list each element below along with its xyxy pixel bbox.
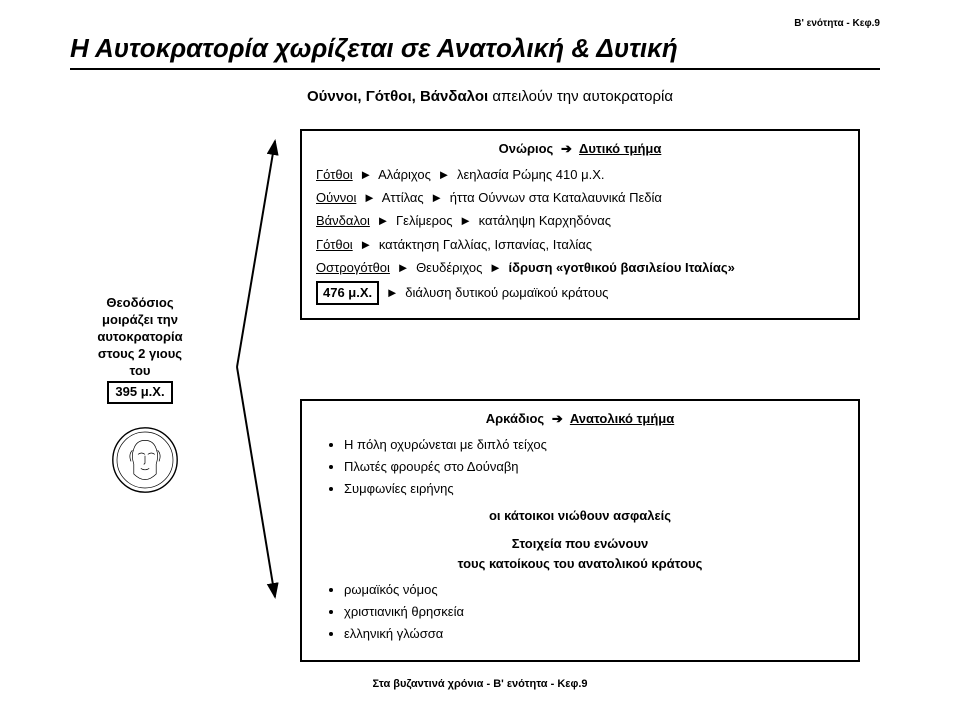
list-item: χριστιανική θρησκεία [344,602,844,622]
east-bullets-1: Η πόλη οχυρώνεται με διπλό τείχος Πλωτές… [344,435,844,499]
row-mid: Αλάριχος [378,167,431,182]
row-mid: Θευδέριχος [416,260,482,275]
arrow-icon: ➔ [561,141,572,156]
left-line: μοιράζει την [65,312,215,329]
west-row: Οστρογότθοι ► Θευδέριχος ► ίδρυση «γοτθι… [316,258,844,278]
triangle-icon: ► [430,190,443,205]
west-section: Δυτικό τμήμα [579,141,661,156]
arrow-icon: ➔ [552,411,563,426]
content-area: Θεοδόσιος μοιράζει την αυτοκρατορία στου… [70,129,910,637]
triangle-icon: ► [489,260,502,275]
west-row: 476 μ.Χ. ► διάλυση δυτικού ρωμαϊκού κράτ… [316,281,844,305]
date-476: 476 μ.Χ. [316,281,379,305]
east-section: Ανατολικό τμήμα [570,411,674,426]
row-term: Βάνδαλοι [316,213,370,228]
triangle-icon: ► [459,213,472,228]
subtitle-bold: Ούννοι, Γότθοι, Βάνδαλοι [307,88,488,105]
split-arrows [225,129,285,607]
list-item: Πλωτές φρουρές στο Δούναβη [344,457,844,477]
west-row: Γότθοι ► Αλάριχος ► λεηλασία Ρώμης 410 μ… [316,165,844,185]
east-bullets-2: ρωμαϊκός νόμος χριστιανική θρησκεία ελλη… [344,580,844,644]
page-footer: Στα βυζαντινά χρόνια - Β' ενότητα - Κεφ.… [0,678,960,690]
row-term: Ούννοι [316,190,356,205]
west-heading: Ονώριος ➔ Δυτικό τμήμα [316,139,844,159]
page-title: Η Αυτοκρατορία χωρίζεται σε Ανατολική & … [70,33,880,70]
west-row: Γότθοι ► κατάκτηση Γαλλίας, Ισπανίας, Ιτ… [316,235,844,255]
list-item: ελληνική γλώσσα [344,624,844,644]
east-box: Αρκάδιος ➔ Ανατολικό τμήμα Η πόλη οχυρών… [300,399,860,662]
east-sub2b: τους κατοίκους του ανατολικού κράτους [316,554,844,574]
row-end: ήττα Ούννων στα Καταλαυνικά Πεδία [450,190,662,205]
row-mid: Γελίμερος [396,213,453,228]
west-row: Ούννοι ► Αττίλας ► ήττα Ούννων στα Καταλ… [316,188,844,208]
list-item: Η πόλη οχυρώνεται με διπλό τείχος [344,435,844,455]
row-term: Γότθοι [316,237,353,252]
east-sub2a: Στοιχεία που ενώνουν [316,534,844,554]
row-end: ίδρυση «γοτθικού βασιλείου Ιταλίας» [509,260,735,275]
east-heading: Αρκάδιος ➔ Ανατολικό τμήμα [316,409,844,429]
row-term: Οστρογότθοι [316,260,390,275]
subtitle: Ούννοι, Γότθοι, Βάνδαλοι απειλούν την αυ… [70,88,910,105]
west-name: Ονώριος [499,141,554,156]
row-end: κατάκτηση Γαλλίας, Ισπανίας, Ιταλίας [379,237,592,252]
left-line: Θεοδόσιος [65,295,215,312]
row-term: Γότθοι [316,167,353,182]
subtitle-rest: απειλούν την αυτοκρατορία [488,88,673,105]
triangle-icon: ► [363,190,376,205]
triangle-icon: ► [359,167,372,182]
east-name: Αρκάδιος [486,411,544,426]
list-item: ρωμαϊκός νόμος [344,580,844,600]
west-box: Ονώριος ➔ Δυτικό τμήμα Γότθοι ► Αλάριχος… [300,129,860,320]
row-end: λεηλασία Ρώμης 410 μ.Χ. [457,167,605,182]
left-line: αυτοκρατορία [65,329,215,346]
coin-image [110,425,180,495]
triangle-icon: ► [437,167,450,182]
east-sub1: οι κάτοικοι νιώθουν ασφαλείς [316,506,844,526]
triangle-icon: ► [377,213,390,228]
chapter-label: Β' ενότητα - Κεφ.9 [70,18,880,29]
left-line: στους 2 γιους [65,346,215,363]
row-mid: Αττίλας [382,190,424,205]
date-395: 395 μ.Χ. [107,381,172,404]
triangle-icon: ► [386,285,399,300]
left-line: του [65,363,215,380]
triangle-icon: ► [397,260,410,275]
page: Β' ενότητα - Κεφ.9 Η Αυτοκρατορία χωρίζε… [30,0,930,637]
row-end: κατάληψη Καρχηδόνας [479,213,611,228]
row-end: διάλυση δυτικού ρωμαϊκού κράτους [405,285,608,300]
west-row: Βάνδαλοι ► Γελίμερος ► κατάληψη Καρχηδόν… [316,211,844,231]
triangle-icon: ► [359,237,372,252]
list-item: Συμφωνίες ειρήνης [344,479,844,499]
left-caption: Θεοδόσιος μοιράζει την αυτοκρατορία στου… [65,295,215,404]
